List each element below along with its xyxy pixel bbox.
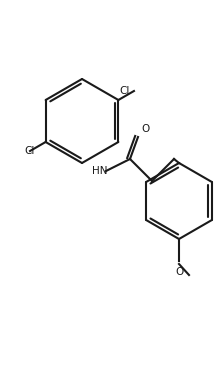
- Text: O: O: [175, 267, 183, 277]
- Text: Cl: Cl: [120, 86, 130, 96]
- Text: HN: HN: [92, 166, 108, 176]
- Text: Cl: Cl: [25, 146, 35, 156]
- Text: O: O: [141, 124, 149, 134]
